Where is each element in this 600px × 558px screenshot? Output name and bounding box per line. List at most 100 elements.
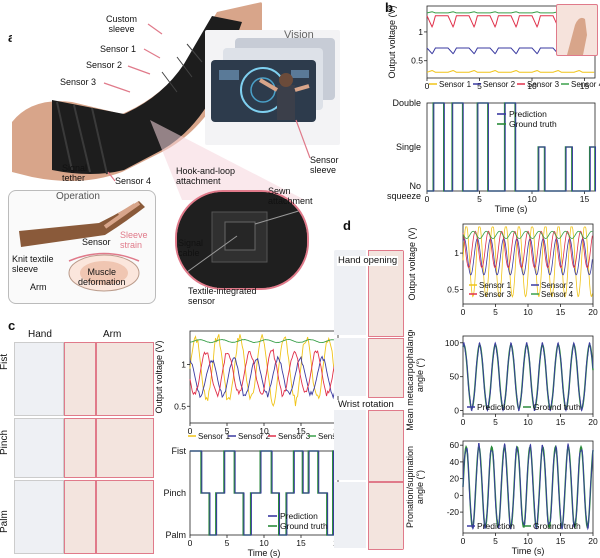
fist-row-label: Fist bbox=[0, 353, 10, 370]
panel-label-c: c bbox=[8, 318, 16, 333]
x-tick-label: 10 bbox=[259, 538, 269, 548]
legend-entry: Ground truth bbox=[533, 402, 581, 412]
vision-label: Vision bbox=[284, 29, 314, 41]
gesture-photo bbox=[64, 480, 96, 554]
legend-entry: Sensor 1 bbox=[198, 432, 231, 441]
x-tick-label: 5 bbox=[477, 81, 482, 91]
gesture-photo bbox=[96, 418, 154, 478]
y-tick-label: 0 bbox=[454, 490, 459, 500]
legend-entry: Sensor 4 bbox=[318, 432, 342, 441]
x-tick-label: 5 bbox=[225, 426, 230, 436]
squeeze-hand-photo bbox=[556, 4, 598, 56]
gesture-photo bbox=[14, 418, 64, 478]
x-tick-label: 10 bbox=[523, 536, 533, 546]
legend-entry: Prediction bbox=[509, 109, 547, 119]
prediction-line bbox=[190, 450, 338, 536]
legend-entry: Sensor 3 bbox=[479, 290, 512, 299]
y-tick-label: 0.5 bbox=[174, 401, 186, 411]
x-tick-label: 0 bbox=[425, 81, 430, 91]
ground-truth-line bbox=[190, 450, 338, 536]
knit-sleeve-label: Knit textile sleeve bbox=[12, 254, 54, 274]
sensor-2-label: Sensor 2 bbox=[86, 60, 123, 70]
category-label: Single bbox=[396, 142, 421, 152]
sleeve-strain-label: Sleeve strain bbox=[120, 230, 148, 250]
panel-label-b: b bbox=[385, 0, 393, 15]
hook-loop-label: Hook-and-loop attachment bbox=[176, 166, 236, 186]
y-tick-label: 1 bbox=[454, 248, 459, 258]
sensor-series-line bbox=[189, 348, 339, 398]
y-axis-label: Pronation/supination bbox=[405, 446, 415, 528]
sensor-series-line bbox=[462, 230, 593, 239]
legend-entry: Prediction bbox=[477, 521, 515, 531]
category-label: Palm bbox=[165, 530, 186, 540]
operation-schematic bbox=[8, 190, 156, 304]
x-axis-label: Time (s) bbox=[512, 546, 545, 556]
legend-entry: Sensor 2 bbox=[541, 281, 574, 290]
x-tick-label: 15 bbox=[580, 194, 590, 204]
x-axis-label: Time (s) bbox=[495, 204, 528, 214]
x-tick-label: 10 bbox=[259, 426, 269, 436]
y-axis-label: angle (°) bbox=[415, 470, 425, 504]
textile-sensor-illustration bbox=[177, 192, 307, 288]
legend-entry: Ground truth bbox=[509, 119, 557, 129]
y-axis-label: Output voltage (V) bbox=[154, 340, 164, 413]
operation-illustration bbox=[19, 201, 145, 292]
x-tick-label: 0 bbox=[461, 417, 466, 427]
y-axis-label: Output voltage (V) bbox=[407, 227, 417, 300]
x-tick-label: 0 bbox=[188, 538, 193, 548]
gesture-photo bbox=[14, 480, 64, 554]
x-tick-label: 5 bbox=[493, 536, 498, 546]
legend-entry: Prediction bbox=[477, 402, 515, 412]
y-tick-label: 1 bbox=[181, 359, 186, 369]
x-tick-label: 0 bbox=[461, 536, 466, 546]
custom-sleeve-label: Custom sleeve bbox=[106, 14, 138, 34]
x-tick-label: 10 bbox=[523, 307, 533, 317]
legend-entry: Sensor 1 bbox=[479, 281, 512, 290]
hand-opening-label: Hand opening bbox=[337, 255, 399, 266]
gesture-photo bbox=[96, 342, 154, 416]
y-tick-label: -20 bbox=[447, 507, 460, 517]
legend-entry: Sensor 2 bbox=[238, 432, 271, 441]
x-tick-label: 15 bbox=[296, 426, 306, 436]
prediction-line bbox=[462, 341, 594, 412]
legend-entry: Sensor 3 bbox=[527, 80, 560, 89]
panel-d-pronation-plot: 0 5 10 15 20 -20 0 20 40 60 Pronation/supination an… bbox=[405, 440, 598, 556]
x-tick-label: 0 bbox=[425, 194, 430, 204]
gesture-photo bbox=[96, 480, 154, 554]
y-tick-label: 40 bbox=[450, 457, 460, 467]
category-label: Fist bbox=[172, 446, 187, 456]
arm-with-sleeve-illustration bbox=[12, 2, 262, 181]
y-axis-label: angle (°) bbox=[415, 358, 425, 392]
x-tick-label: 15 bbox=[556, 536, 566, 546]
arm-label: Arm bbox=[30, 282, 47, 292]
y-tick-label: 50 bbox=[450, 372, 460, 382]
x-tick-label: 10 bbox=[527, 81, 537, 91]
wrist-rotation-label: Wrist rotation bbox=[337, 399, 395, 410]
panel-c-classification-plot: 05101520PalmPinchFistPredictionGround tr… bbox=[163, 446, 342, 558]
sensor-series-line bbox=[462, 237, 593, 276]
y-tick-label: 1 bbox=[418, 27, 423, 37]
x-tick-label: 0 bbox=[188, 426, 193, 436]
squeeze-hand-illustration bbox=[567, 17, 587, 55]
category-label: No bbox=[409, 181, 421, 191]
y-tick-label: 0.5 bbox=[447, 284, 459, 294]
muscle-deformation-label: Muscle deformation bbox=[78, 267, 126, 287]
sensor-series-line bbox=[462, 226, 593, 298]
gesture-photo bbox=[64, 342, 96, 416]
legend-entry: Sensor 4 bbox=[541, 290, 574, 299]
y-tick-label: 100 bbox=[445, 338, 459, 348]
sensor-4-label: Sensor 4 bbox=[115, 176, 152, 186]
prediction-line bbox=[462, 443, 594, 531]
x-tick-label: 15 bbox=[580, 81, 590, 91]
pinch-row-label: Pinch bbox=[0, 429, 10, 455]
x-tick-label: 20 bbox=[588, 307, 598, 317]
x-axis-label: Time (s) bbox=[248, 548, 281, 558]
sensor-1-label: Sensor 1 bbox=[100, 44, 137, 54]
sensor-series-line bbox=[189, 355, 339, 400]
vision-screen-photo bbox=[205, 30, 340, 145]
sensor-series-line bbox=[189, 334, 338, 407]
x-tick-label: 20 bbox=[588, 536, 598, 546]
